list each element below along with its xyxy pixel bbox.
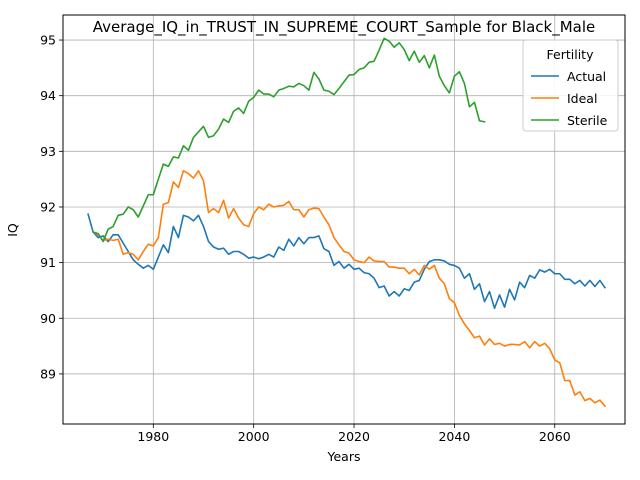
y-tick-label: 94	[40, 88, 56, 103]
x-tick-label: 2040	[438, 429, 470, 444]
plot-lines	[87, 37, 607, 408]
series-line-actual	[87, 213, 607, 310]
legend-title: Fertility	[547, 47, 595, 62]
legend-label-sterile: Sterile	[567, 113, 608, 128]
x-axis-ticks: 1980 2000 2020 2040 2060	[137, 424, 571, 444]
legend-label-ideal: Ideal	[567, 91, 597, 106]
series-line-sterile	[92, 37, 486, 243]
series-line-ideal	[92, 170, 607, 408]
x-tick-label: 1980	[137, 429, 169, 444]
chart-title: Average_IQ_in_TRUST_IN_SUPREME_COURT_Sam…	[93, 18, 596, 37]
y-axis-ticks: 89 90 91 92 93 94 95	[40, 33, 63, 381]
x-tick-label: 2020	[338, 429, 370, 444]
y-tick-label: 93	[40, 144, 56, 159]
y-tick-label: 91	[40, 255, 56, 270]
x-axis-title: Years	[327, 449, 361, 464]
plot-frame	[62, 14, 626, 425]
y-tick-label: 89	[40, 366, 56, 381]
legend-box	[522, 39, 619, 132]
y-tick-label: 95	[40, 33, 56, 48]
y-tick-label: 90	[40, 311, 56, 326]
y-tick-label: 92	[40, 199, 56, 214]
x-tick-label: 2060	[539, 429, 571, 444]
legend: Fertility Actual Ideal Sterile	[522, 39, 619, 132]
y-axis-title: IQ	[5, 223, 20, 237]
x-tick-label: 2000	[238, 429, 270, 444]
legend-label-actual: Actual	[567, 69, 606, 84]
